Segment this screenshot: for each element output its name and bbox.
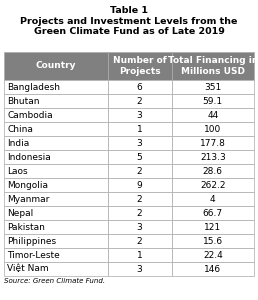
Text: Country: Country <box>36 61 76 70</box>
Text: Nepal: Nepal <box>7 208 33 217</box>
Text: Bhutan: Bhutan <box>7 97 39 106</box>
Bar <box>172 164 254 178</box>
Text: 121: 121 <box>204 223 221 232</box>
Text: Mongolia: Mongolia <box>7 181 48 190</box>
Text: Myanmar: Myanmar <box>7 194 49 203</box>
Text: Bangladesh: Bangladesh <box>7 82 60 91</box>
Text: 2: 2 <box>137 97 142 106</box>
Bar <box>172 52 254 80</box>
Bar <box>4 234 108 248</box>
Bar <box>4 122 108 136</box>
Bar <box>172 80 254 94</box>
Bar <box>108 122 172 136</box>
Bar <box>108 192 172 206</box>
Bar <box>108 80 172 94</box>
Bar <box>172 150 254 164</box>
Text: 5: 5 <box>137 152 142 161</box>
Bar <box>108 248 172 262</box>
Bar <box>172 178 254 192</box>
Text: Cambodia: Cambodia <box>7 110 53 119</box>
Bar <box>172 220 254 234</box>
Bar <box>172 108 254 122</box>
Text: 2: 2 <box>137 194 142 203</box>
Text: 3: 3 <box>137 223 142 232</box>
Text: 3: 3 <box>137 110 142 119</box>
Text: Việt Nam: Việt Nam <box>7 265 49 274</box>
Bar <box>108 136 172 150</box>
Bar <box>108 94 172 108</box>
Bar <box>172 262 254 276</box>
Text: 66.7: 66.7 <box>203 208 223 217</box>
Text: 177.8: 177.8 <box>200 139 226 148</box>
Bar <box>172 136 254 150</box>
Bar <box>4 206 108 220</box>
Text: 15.6: 15.6 <box>203 236 223 245</box>
Bar <box>4 262 108 276</box>
Bar <box>4 136 108 150</box>
Bar <box>108 178 172 192</box>
Bar <box>4 178 108 192</box>
Bar <box>108 206 172 220</box>
Text: Indonesia: Indonesia <box>7 152 51 161</box>
Bar <box>4 94 108 108</box>
Bar <box>172 192 254 206</box>
Bar <box>4 248 108 262</box>
Bar <box>172 94 254 108</box>
Text: 1: 1 <box>137 124 142 134</box>
Text: 146: 146 <box>204 265 221 274</box>
Bar <box>172 122 254 136</box>
Text: 6: 6 <box>137 82 142 91</box>
Text: Total Financing in
Millions USD: Total Financing in Millions USD <box>167 56 258 76</box>
Text: China: China <box>7 124 33 134</box>
Bar <box>108 164 172 178</box>
Bar <box>172 206 254 220</box>
Text: Number of
Projects: Number of Projects <box>113 56 166 76</box>
Text: Table 1: Table 1 <box>110 6 148 15</box>
Bar <box>4 150 108 164</box>
Bar <box>108 220 172 234</box>
Bar <box>108 108 172 122</box>
Text: 1: 1 <box>137 250 142 260</box>
Text: India: India <box>7 139 29 148</box>
Text: 4: 4 <box>210 194 216 203</box>
Bar <box>4 192 108 206</box>
Text: 100: 100 <box>204 124 221 134</box>
Bar <box>108 52 172 80</box>
Bar <box>4 52 108 80</box>
Text: 351: 351 <box>204 82 221 91</box>
Bar <box>108 234 172 248</box>
Text: 3: 3 <box>137 139 142 148</box>
Text: Pakistan: Pakistan <box>7 223 45 232</box>
Bar <box>4 164 108 178</box>
Text: 262.2: 262.2 <box>200 181 225 190</box>
Bar <box>108 262 172 276</box>
Text: 44: 44 <box>207 110 218 119</box>
Text: 22.4: 22.4 <box>203 250 223 260</box>
Text: Laos: Laos <box>7 167 28 176</box>
Text: 59.1: 59.1 <box>203 97 223 106</box>
Bar <box>4 108 108 122</box>
Text: 2: 2 <box>137 167 142 176</box>
Bar <box>4 220 108 234</box>
Text: 3: 3 <box>137 265 142 274</box>
Text: Projects and Investment Levels from the: Projects and Investment Levels from the <box>20 16 238 26</box>
Bar <box>172 248 254 262</box>
Bar <box>108 150 172 164</box>
Text: Timor-Leste: Timor-Leste <box>7 250 60 260</box>
Text: 2: 2 <box>137 208 142 217</box>
Text: 9: 9 <box>137 181 142 190</box>
Text: Green Climate Fund as of Late 2019: Green Climate Fund as of Late 2019 <box>34 27 224 36</box>
Text: 2: 2 <box>137 236 142 245</box>
Text: Philippines: Philippines <box>7 236 56 245</box>
Bar <box>4 80 108 94</box>
Text: Source: Green Climate Fund.: Source: Green Climate Fund. <box>4 278 105 284</box>
Text: 213.3: 213.3 <box>200 152 226 161</box>
Text: 28.6: 28.6 <box>203 167 223 176</box>
Bar <box>172 234 254 248</box>
